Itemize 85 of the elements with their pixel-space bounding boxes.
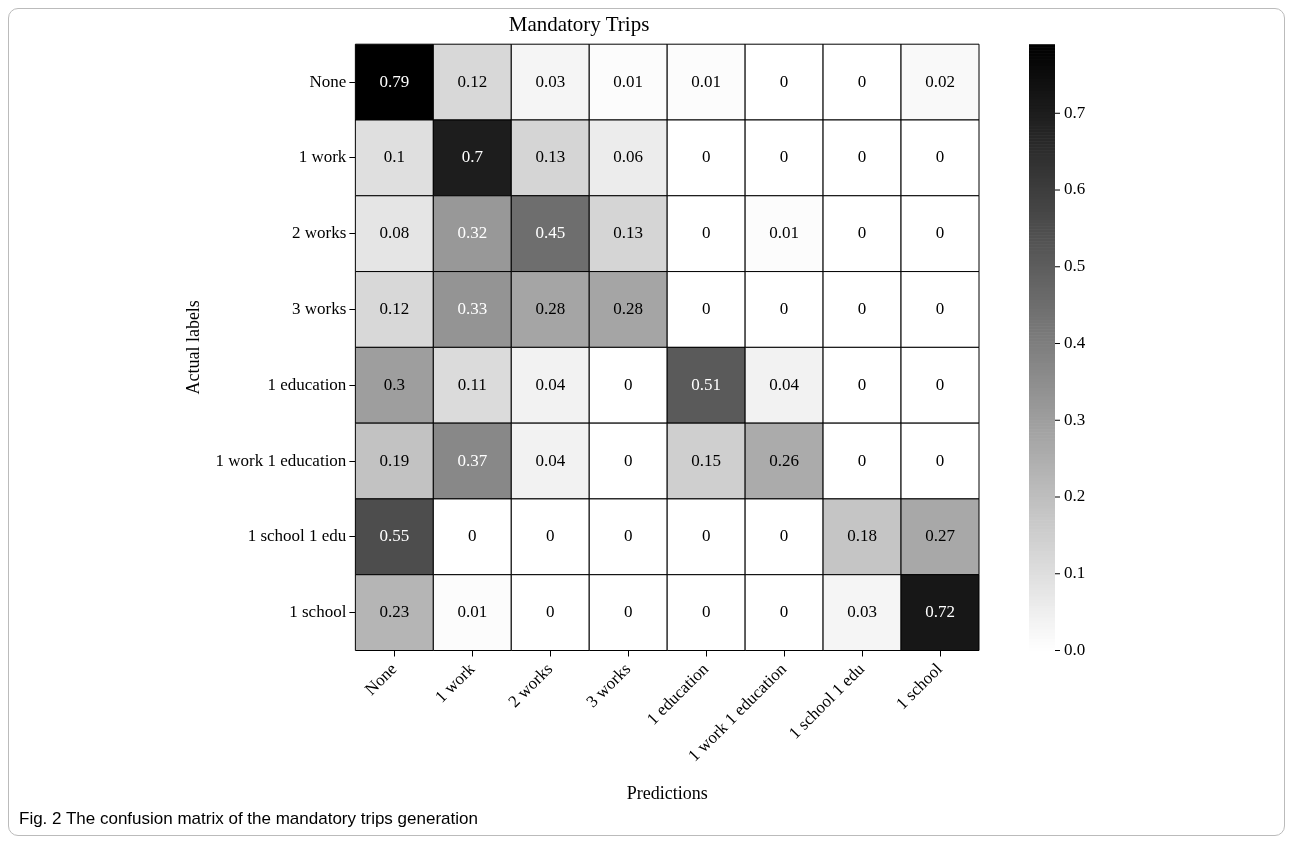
- data-label: 0: [779, 147, 789, 167]
- chart-title: Mandatory Trips: [508, 12, 650, 37]
- data-label: 0: [935, 223, 945, 243]
- data-label: 0: [701, 526, 711, 546]
- data-label: 0: [779, 298, 789, 318]
- data-label: 0: [623, 374, 633, 394]
- data-label: 0.72: [925, 602, 955, 622]
- data-label: 0: [468, 526, 477, 546]
- data-label: 0.01: [613, 71, 644, 91]
- y-tick-label: 3 works: [292, 298, 347, 318]
- data-label: 0.15: [691, 450, 722, 470]
- data-label: 0: [935, 298, 945, 318]
- color-bar-label: 0.5: [1064, 256, 1086, 276]
- data-label: 0: [701, 223, 711, 243]
- y-tick-label: 1 school: [289, 602, 347, 622]
- data-label: 0: [857, 71, 867, 91]
- data-label: 0.03: [847, 602, 877, 622]
- data-label: 0: [701, 147, 711, 167]
- data-label: 0: [857, 298, 867, 318]
- data-label: 0.37: [457, 450, 488, 470]
- data-label: 0: [779, 71, 789, 91]
- color-bar-label: 0.7: [1064, 102, 1086, 122]
- data-label: 0.33: [457, 298, 488, 318]
- data-label: 0.28: [613, 298, 644, 318]
- data-label: 0: [546, 526, 555, 546]
- data-label: 0: [623, 526, 633, 546]
- y-tick-label: 1 school 1 edu: [247, 526, 347, 546]
- data-label: 0.04: [535, 450, 566, 470]
- data-label: 0: [857, 223, 867, 243]
- data-label: 0.08: [379, 223, 410, 243]
- data-label: 0.02: [925, 71, 955, 91]
- y-tick-label: 1 education: [267, 374, 347, 394]
- data-label: 0: [623, 450, 633, 470]
- data-label: 0.28: [535, 298, 566, 318]
- data-label: 0.7: [461, 147, 484, 167]
- data-label: 0.26: [769, 450, 799, 470]
- color-bar-label: 0.3: [1064, 409, 1086, 429]
- data-label: 0.01: [769, 223, 799, 243]
- data-label: 0: [779, 602, 789, 622]
- data-label: 0: [546, 602, 555, 622]
- data-label: 0.13: [613, 223, 644, 243]
- color-bar-label: 0.6: [1064, 179, 1086, 199]
- data-label: 0: [857, 374, 867, 394]
- data-label: 0.79: [379, 71, 410, 91]
- data-label: 0.11: [457, 374, 487, 394]
- data-label: 0.04: [535, 374, 566, 394]
- y-tick-label: 2 works: [292, 223, 347, 243]
- color-bar-label: 0.4: [1064, 332, 1086, 352]
- y-axis-title: Actual labels: [182, 300, 203, 395]
- data-label: 0: [935, 374, 945, 394]
- data-label: 0.1: [383, 147, 405, 167]
- data-label: 0: [857, 147, 867, 167]
- data-label: 0: [935, 450, 945, 470]
- y-tick-label: 1 work 1 education: [215, 450, 347, 470]
- data-label: 0.32: [457, 223, 488, 243]
- data-label: 0: [935, 147, 945, 167]
- data-label: 0.01: [457, 602, 488, 622]
- data-label: 0.55: [379, 526, 410, 546]
- data-label: 0.51: [691, 374, 722, 394]
- data-label: 0.04: [769, 374, 800, 394]
- data-label: 0.18: [847, 526, 877, 546]
- data-label: 0.12: [379, 298, 410, 318]
- data-label: 0.3: [383, 374, 405, 394]
- data-label: 0.12: [457, 71, 488, 91]
- data-label: 0.23: [379, 602, 410, 622]
- y-tick-label: None: [309, 71, 347, 91]
- color-bar-label: 0.1: [1064, 563, 1086, 583]
- data-label: 0: [701, 298, 711, 318]
- data-label: 0: [623, 602, 633, 622]
- data-label: 0.27: [925, 526, 956, 546]
- data-label: 0.19: [379, 450, 410, 470]
- color-bar-label: 0.0: [1064, 639, 1086, 659]
- x-axis-title: Predictions: [626, 782, 708, 803]
- data-label: 0.13: [535, 147, 566, 167]
- data-label: 0.06: [613, 147, 644, 167]
- data-label: 0.03: [535, 71, 566, 91]
- caption: Fig. 2 The confusion matrix of the mandatory trips generation: [19, 809, 479, 829]
- data-label: 0: [857, 450, 867, 470]
- y-tick-label: 1 work: [298, 147, 347, 167]
- data-label: 0.01: [691, 71, 722, 91]
- data-label: 0: [701, 602, 711, 622]
- data-label: 0: [779, 526, 789, 546]
- x-tick-label: 1 work: [431, 658, 479, 707]
- data-label: 0.45: [535, 223, 566, 243]
- color-bar-label: 0.2: [1064, 486, 1086, 506]
